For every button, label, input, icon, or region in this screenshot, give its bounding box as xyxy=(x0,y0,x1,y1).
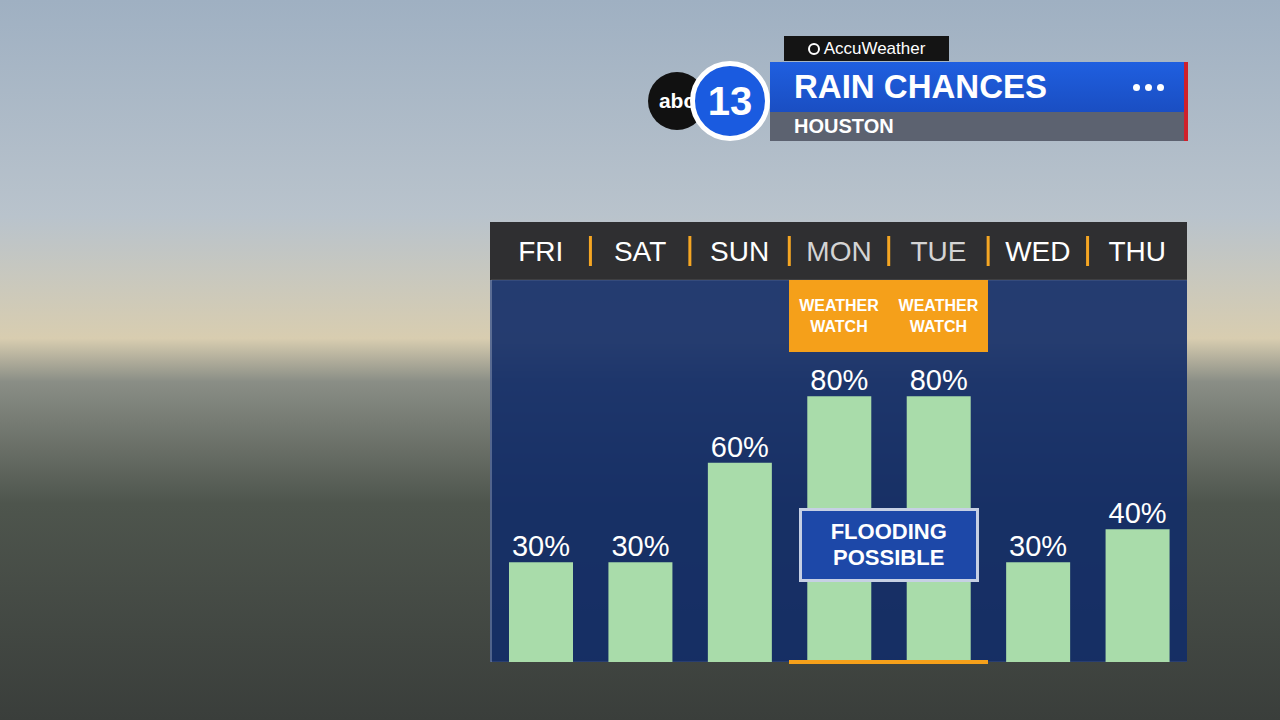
svg-text:MON: MON xyxy=(806,236,871,267)
svg-text:80%: 80% xyxy=(810,364,868,396)
html-text:WEATHER: WEATHER xyxy=(898,297,979,314)
html-text:POSSIBLE: POSSIBLE xyxy=(833,545,945,570)
html-text:RAIN CHANCES: RAIN CHANCES xyxy=(794,68,1047,105)
svg-text:SUN: SUN xyxy=(710,236,769,267)
html-text:WEATHER: WEATHER xyxy=(799,297,879,314)
html-text:HOUSTON: HOUSTON xyxy=(794,115,894,137)
svg-text:30%: 30% xyxy=(512,530,570,562)
svg-text:80%: 80% xyxy=(910,364,968,396)
svg-text:SAT: SAT xyxy=(614,236,666,267)
svg-text:30%: 30% xyxy=(1009,530,1067,562)
svg-text:60%: 60% xyxy=(711,431,769,463)
html-text:WATCH: WATCH xyxy=(909,318,968,335)
svg-text:TUE: TUE xyxy=(910,236,966,267)
svg-text:WED: WED xyxy=(1005,236,1070,267)
svg-text:THU: THU xyxy=(1109,236,1167,267)
html-text:AccuWeather: AccuWeather xyxy=(823,38,926,58)
html-text:FLOODING: FLOODING xyxy=(830,519,947,544)
svg-text:40%: 40% xyxy=(1109,497,1167,529)
html-text:abc 13: abc 13 xyxy=(658,78,753,123)
svg-text:30%: 30% xyxy=(611,530,669,562)
svg-text:FRI: FRI xyxy=(518,236,563,267)
html-text:WATCH: WATCH xyxy=(810,318,868,335)
